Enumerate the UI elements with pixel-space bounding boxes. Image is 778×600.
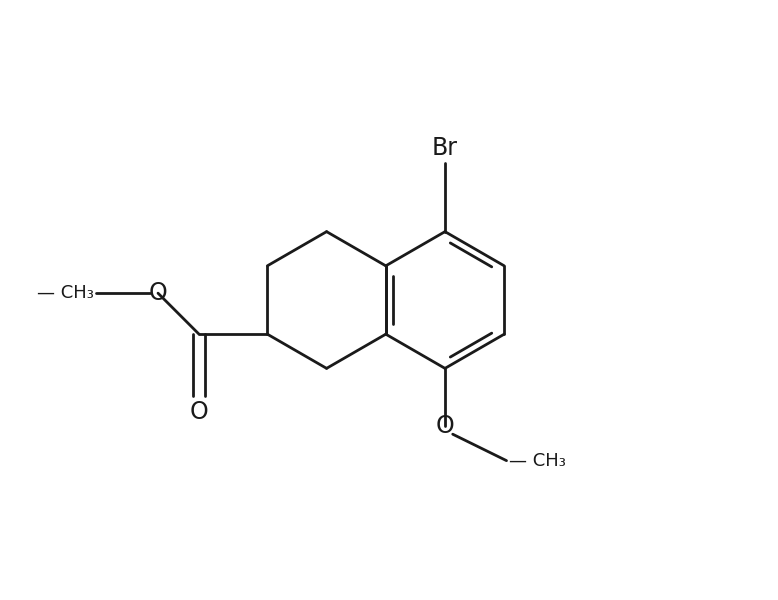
Text: — CH₃: — CH₃	[510, 452, 566, 470]
Text: O: O	[436, 415, 454, 439]
Text: O: O	[149, 281, 167, 305]
Text: O: O	[190, 400, 209, 424]
Text: Br: Br	[432, 136, 458, 160]
Text: — CH₃: — CH₃	[37, 284, 93, 302]
